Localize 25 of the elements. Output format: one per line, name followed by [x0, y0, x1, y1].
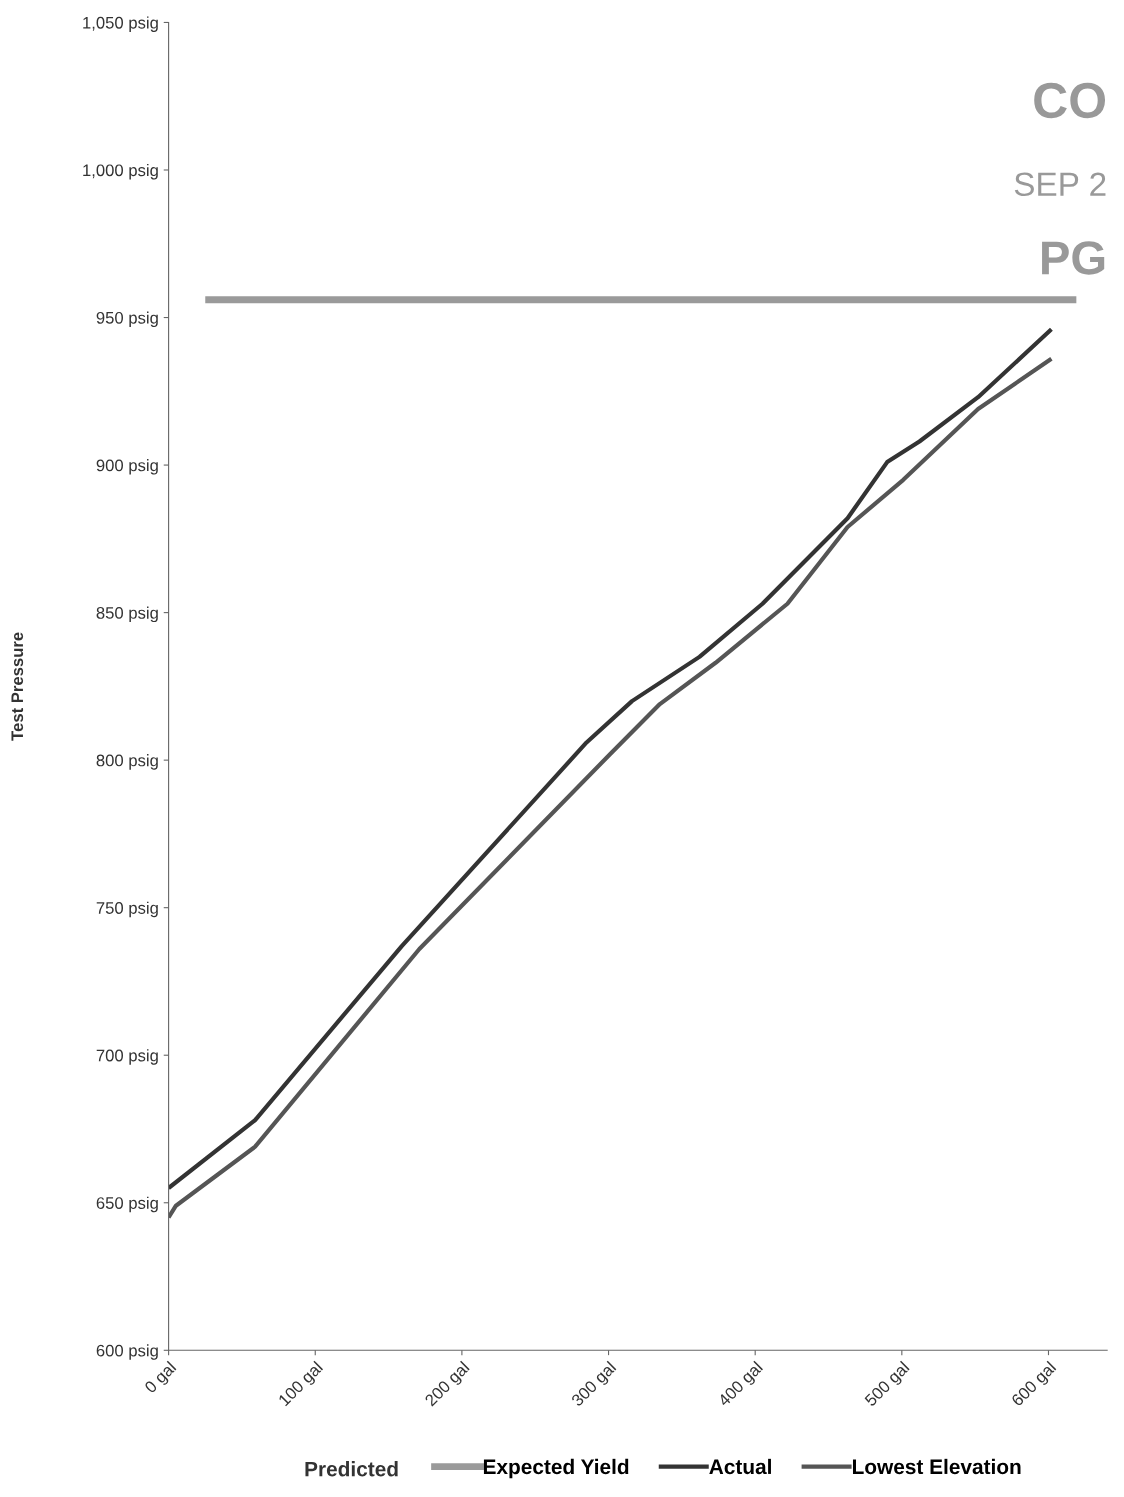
x-tick-label: 200 gal	[423, 1360, 473, 1410]
annotation: CO	[1034, 82, 1106, 119]
y-tick-label: 750 psig	[96, 901, 158, 918]
y-tick-label: 800 psig	[96, 754, 158, 770]
legend-label: Actual	[709, 1458, 771, 1475]
x-tick-label: 600 gal	[1010, 1360, 1059, 1410]
y-tick-label: 900 psig	[96, 459, 158, 475]
annotation: PG	[1042, 241, 1105, 275]
x-tick-label: 0 gal	[143, 1360, 179, 1397]
x-tick-label: 400 gal	[716, 1360, 766, 1410]
x-tick-label: 500 gal	[863, 1360, 913, 1410]
legend-title: Predicted	[305, 1461, 398, 1477]
y-tick-label: 950 psig	[96, 311, 158, 328]
y-tick-label: 1,050 psig	[83, 16, 158, 32]
x-tick-label: 300 gal	[570, 1360, 619, 1410]
y-tick-label: 600 psig	[96, 1344, 158, 1360]
legend-label: Expected Yield	[483, 1458, 629, 1479]
y-tick-label: 700 psig	[96, 1049, 158, 1065]
x-tick-label: 100 gal	[277, 1360, 326, 1409]
y-tick-label: 1,000 psig	[83, 163, 158, 180]
y-tick-label: 850 psig	[96, 606, 158, 623]
legend-label: Lowest Elevation	[852, 1458, 1021, 1475]
y-tick-label: 650 psig	[96, 1196, 158, 1213]
annotation: SEP 2	[1014, 172, 1106, 197]
y-axis-title: Test Pressure	[11, 632, 24, 741]
